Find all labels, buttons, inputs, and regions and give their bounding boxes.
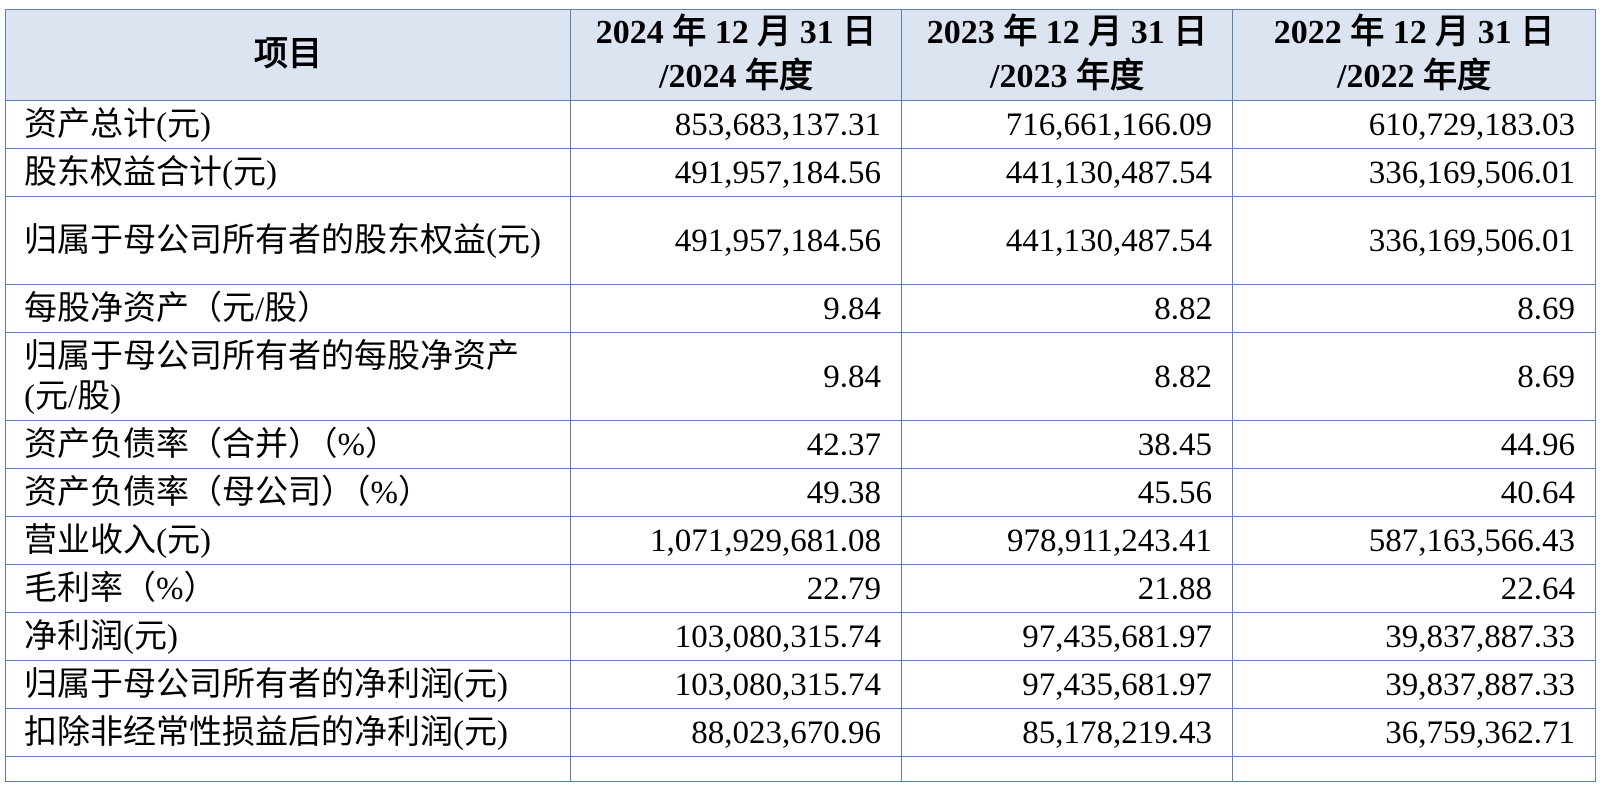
cell-2022: 36,759,362.71 (1232, 708, 1596, 757)
row-label: 归属于母公司所有者的每股净资产(元/股) (5, 332, 571, 421)
cutoff-cell (570, 756, 902, 782)
table-row: 营业收入(元) 1,071,929,681.08 978,911,243.41 … (5, 516, 1596, 565)
cell-2022: 39,837,887.33 (1232, 660, 1596, 709)
cell-2023: 21.88 (901, 564, 1233, 613)
header-2024-line2: /2024 年度 (659, 58, 813, 95)
cell-2023: 716,661,166.09 (901, 100, 1233, 149)
table-row: 每股净资产（元/股） 9.84 8.82 8.69 (5, 284, 1596, 333)
cell-2024: 9.84 (570, 332, 902, 421)
row-label: 归属于母公司所有者的股东权益(元) (5, 196, 571, 285)
cell-2022: 587,163,566.43 (1232, 516, 1596, 565)
cell-2024: 88,023,670.96 (570, 708, 902, 757)
cell-2024: 103,080,315.74 (570, 612, 902, 661)
row-label: 资产负债率（合并）（%） (5, 420, 571, 469)
row-label: 营业收入(元) (5, 516, 571, 565)
table-row: 归属于母公司所有者的净利润(元) 103,080,315.74 97,435,6… (5, 660, 1596, 709)
cell-2024: 49.38 (570, 468, 902, 517)
row-label: 归属于母公司所有者的净利润(元) (5, 660, 571, 709)
cell-2022: 336,169,506.01 (1232, 148, 1596, 197)
row-label: 净利润(元) (5, 612, 571, 661)
table-row: 资产负债率（母公司）（%） 49.38 45.56 40.64 (5, 468, 1596, 517)
cell-2022: 39,837,887.33 (1232, 612, 1596, 661)
cell-2024: 491,957,184.56 (570, 148, 902, 197)
header-2023-line2: /2023 年度 (990, 58, 1144, 95)
cutoff-cell (1232, 756, 1596, 782)
cell-2024: 491,957,184.56 (570, 196, 902, 285)
header-2024: 2024 年 12 月 31 日 /2024 年度 (570, 9, 902, 101)
row-label: 毛利率（%） (5, 564, 571, 613)
cell-2024: 22.79 (570, 564, 902, 613)
row-label: 资产负债率（母公司）（%） (5, 468, 571, 517)
cell-2022: 40.64 (1232, 468, 1596, 517)
cell-2024: 1,071,929,681.08 (570, 516, 902, 565)
row-label: 扣除非经常性损益后的净利润(元) (5, 708, 571, 757)
cell-2024: 853,683,137.31 (570, 100, 902, 149)
table-row: 资产负债率（合并）（%） 42.37 38.45 44.96 (5, 420, 1596, 469)
cell-2023: 85,178,219.43 (901, 708, 1233, 757)
cell-2023: 441,130,487.54 (901, 148, 1233, 197)
row-label: 每股净资产（元/股） (5, 284, 571, 333)
cell-2022: 336,169,506.01 (1232, 196, 1596, 285)
cutoff-cell (5, 756, 571, 782)
table-row-cutoff (5, 756, 1596, 782)
cell-2023: 97,435,681.97 (901, 612, 1233, 661)
cell-2024: 103,080,315.74 (570, 660, 902, 709)
header-2023: 2023 年 12 月 31 日 /2023 年度 (901, 9, 1233, 101)
row-label: 资产总计(元) (5, 100, 571, 149)
header-2022: 2022 年 12 月 31 日 /2022 年度 (1232, 9, 1596, 101)
cell-2023: 441,130,487.54 (901, 196, 1233, 285)
cell-2023: 45.56 (901, 468, 1233, 517)
cell-2023: 8.82 (901, 284, 1233, 333)
cell-2023: 38.45 (901, 420, 1233, 469)
financial-data-table: 项目 2024 年 12 月 31 日 /2024 年度 2023 年 12 月… (5, 9, 1596, 782)
header-2022-line2: /2022 年度 (1337, 58, 1491, 95)
row-label: 股东权益合计(元) (5, 148, 571, 197)
cell-2023: 978,911,243.41 (901, 516, 1233, 565)
cell-2022: 610,729,183.03 (1232, 100, 1596, 149)
header-2022-line1: 2022 年 12 月 31 日 (1273, 14, 1555, 51)
header-2024-line1: 2024 年 12 月 31 日 (595, 14, 877, 51)
table-row: 资产总计(元) 853,683,137.31 716,661,166.09 61… (5, 100, 1596, 149)
cell-2022: 8.69 (1232, 332, 1596, 421)
cell-2022: 22.64 (1232, 564, 1596, 613)
cell-2024: 9.84 (570, 284, 902, 333)
table-row: 股东权益合计(元) 491,957,184.56 441,130,487.54 … (5, 148, 1596, 197)
header-item-label: 项目 (254, 36, 322, 73)
table-row: 归属于母公司所有者的股东权益(元) 491,957,184.56 441,130… (5, 196, 1596, 285)
cell-2022: 8.69 (1232, 284, 1596, 333)
cell-2023: 8.82 (901, 332, 1233, 421)
cutoff-cell (901, 756, 1233, 782)
cell-2022: 44.96 (1232, 420, 1596, 469)
table-row: 扣除非经常性损益后的净利润(元) 88,023,670.96 85,178,21… (5, 708, 1596, 757)
cell-2024: 42.37 (570, 420, 902, 469)
table-row: 毛利率（%） 22.79 21.88 22.64 (5, 564, 1596, 613)
header-item: 项目 (5, 9, 571, 101)
table-header-row: 项目 2024 年 12 月 31 日 /2024 年度 2023 年 12 月… (5, 9, 1596, 101)
header-2023-line1: 2023 年 12 月 31 日 (926, 14, 1208, 51)
table-row: 归属于母公司所有者的每股净资产(元/股) 9.84 8.82 8.69 (5, 332, 1596, 421)
table-row: 净利润(元) 103,080,315.74 97,435,681.97 39,8… (5, 612, 1596, 661)
cell-2023: 97,435,681.97 (901, 660, 1233, 709)
